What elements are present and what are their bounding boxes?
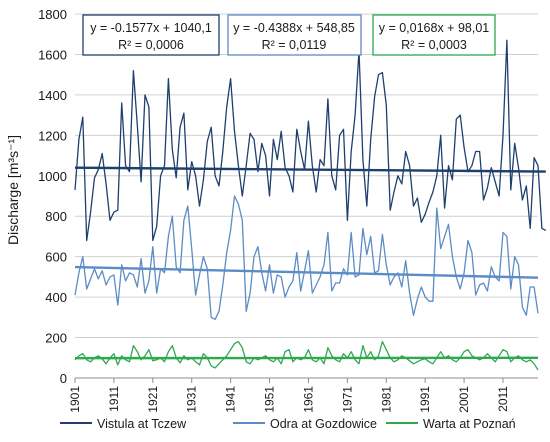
legend-label-warta: Warta at Poznań	[423, 417, 516, 431]
x-tick-1991: 1991	[418, 386, 432, 413]
r2-warta: R² = 0,0003	[401, 38, 467, 52]
x-tick-1961: 1961	[301, 386, 315, 413]
series-line-0	[74, 39, 547, 242]
y-tick-200: 200	[45, 331, 67, 346]
grid-lines	[75, 13, 538, 379]
x-tick-2011: 2011	[496, 386, 510, 412]
x-tick-1931: 1931	[185, 386, 199, 413]
equation-box-vistula: y = -0.1577x + 1040,1 R² = 0,0006	[82, 14, 220, 56]
y-tick-1800: 1800	[38, 7, 67, 22]
legend-label-vistula: Vistula at Tczew	[97, 417, 187, 431]
y-tick-1200: 1200	[38, 128, 67, 143]
y-tick-800: 800	[45, 209, 67, 224]
y-axis-label: Discharge [m³s⁻¹]	[5, 135, 21, 245]
y-tick-labels: 0 200 400 600 800 1000 1200 1400 1600 1800	[38, 7, 67, 386]
x-tick-1981: 1981	[379, 386, 393, 413]
y-tick-1600: 1600	[38, 47, 67, 62]
x-tick-1921: 1921	[146, 386, 160, 413]
x-tick-1951: 1951	[263, 386, 277, 413]
r2-odra: R² = 0,0119	[262, 38, 327, 52]
r2-vistula: R² = 0,0006	[118, 38, 184, 52]
series-lines	[74, 39, 547, 371]
y-tick-600: 600	[45, 250, 67, 265]
equation-vistula: y = -0.1577x + 1040,1	[90, 21, 212, 35]
x-tick-2001: 2001	[457, 386, 471, 413]
trend-line-0	[74, 166, 546, 173]
x-tick-1911: 1911	[107, 386, 121, 412]
series-line-2	[74, 340, 539, 371]
y-tick-1400: 1400	[38, 88, 67, 103]
legend-label-odra: Odra at Gozdowice	[270, 417, 377, 431]
x-tick-labels: 1901 1911 1921 1931 1941 1951 1961 1971 1981 1991…	[68, 377, 538, 413]
series-line-1	[74, 195, 539, 321]
x-tick-1901: 1901	[68, 386, 82, 413]
equation-warta: y = 0,0168x + 98,01	[379, 21, 490, 35]
y-tick-1000: 1000	[38, 169, 67, 184]
y-tick-400: 400	[45, 290, 67, 305]
equation-box-odra: y = -0.4388x + 548,85 R² = 0,0119	[227, 14, 362, 56]
equation-box-warta: y = 0,0168x + 98,01 R² = 0,0003	[372, 14, 496, 56]
trend-line-1	[74, 265, 539, 279]
x-tick-1971: 1971	[340, 386, 354, 413]
equation-odra: y = -0.4388x + 548,85	[233, 21, 355, 35]
y-tick-0: 0	[60, 371, 67, 386]
x-tick-1941: 1941	[224, 386, 238, 413]
legend: Vistula at Tczew Odra at Gozdowice Warta…	[60, 417, 516, 431]
trend-lines	[74, 166, 546, 360]
